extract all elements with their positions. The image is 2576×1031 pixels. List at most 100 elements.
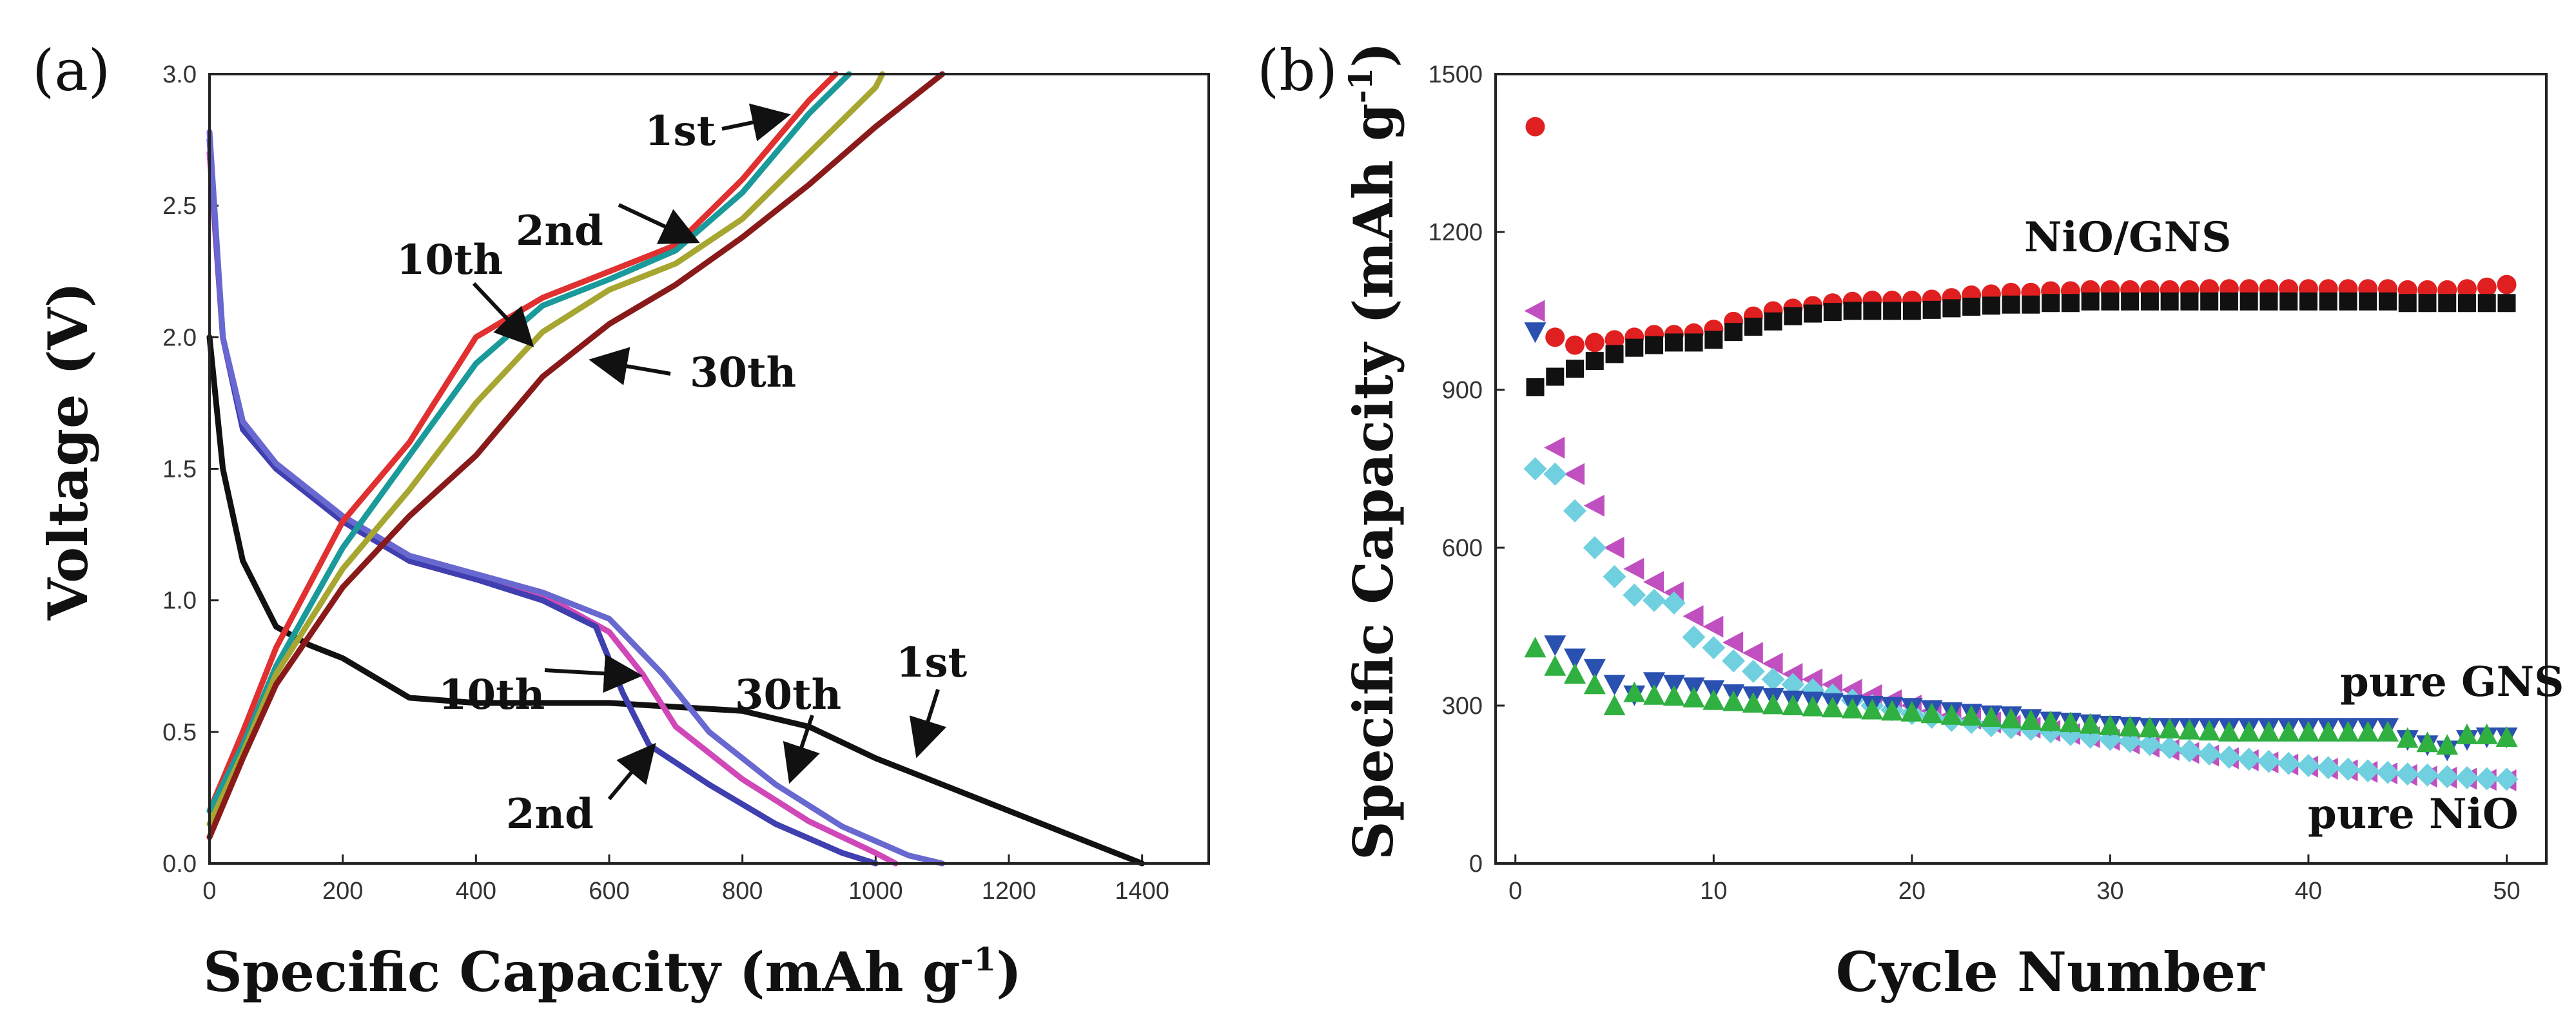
ann-a-charge-10th-arrow [472,282,534,347]
panel-b-point-triangle-up [2357,720,2379,742]
panel-a-xtick-label: 1000 [848,878,903,905]
panel-a-xtick-label: 200 [322,878,363,905]
panel-b-point-square [1585,352,1604,371]
panel-b-point-diamond [2138,733,2161,756]
ann-a-discharge-10th-arrow [544,654,643,693]
ann-a-charge-30th-arrow [589,347,671,385]
panel-a: (a) Voltage (V) Specific Capacity (mAh g… [32,37,1210,1004]
panel-b-point-square [2061,294,2080,313]
panel-a-plot-frame [208,73,1210,865]
panel-b-point-triangle-up [2158,717,2181,738]
panel-b-point-square [1724,323,1743,342]
panel-b-point-circle [2497,275,2517,294]
panel-b-ytick-label: 900 [1442,377,1483,404]
panel-b-point-triangle-up [2278,720,2300,742]
panel-b-point-triangle-left [1742,642,1763,664]
panel-b-point-diamond [1523,457,1547,481]
panel-b-point-square [2319,292,2337,311]
panel-b-xtick-label: 50 [2493,878,2520,905]
ann-a-charge-30th: 30th [690,349,796,397]
panel-b-point-triangle-up [1544,655,1566,676]
panel-b-point-triangle-up [1841,697,1864,718]
panel-b-point-diamond [2257,749,2281,773]
panel-b-point-square [2477,294,2496,313]
panel-b-point-triangle-up [1683,686,1705,708]
panel-b-point-diamond [1623,583,1646,607]
panel-b-point-square [1704,331,1723,349]
panel-b-point-triangle-left [1722,631,1744,653]
panel-b-point-square [1664,333,1683,352]
panel-b-point-square [2497,294,2516,313]
ann-b-pure-gns: pure GNS [2340,658,2564,706]
panel-b-point-triangle-up [2238,720,2260,742]
panel-b-point-square [2339,292,2357,311]
panel-b-point-diamond [1603,564,1626,588]
panel-a-ytick-label: 1.0 [162,588,197,615]
panel-b-point-diamond [2356,759,2380,783]
panel-b-point-diamond [2455,766,2479,789]
panel-b-point-square [1764,312,1782,331]
panel-b-point-triangle-up [1742,691,1764,713]
panel-b-point-square [2418,294,2437,313]
panel-b-point-circle [1525,117,1545,137]
panel-b: (b) Specific Capacity (mAh g-1) Cycle Nu… [1257,37,2564,1004]
panel-b-point-diamond [2178,739,2201,763]
panel-a-ytick-label: 0.0 [162,851,197,878]
panel-a-ytick-label: 1.5 [162,456,197,483]
panel-b-point-diamond [2395,762,2419,786]
panel-a-xlabel-main: Specific Capacity (mAh g [203,940,961,1004]
panel-b-point-square [2438,294,2457,313]
panel-b-point-triangle-down [1603,675,1626,696]
panel-b-point-square [1843,302,1862,320]
panel-b-point-triangle-up [1900,700,1923,722]
panel-b-point-triangle-up [1920,702,1943,724]
panel-b-point-triangle-up [2119,715,2142,737]
panel-b-xtick-label: 40 [2295,878,2322,905]
panel-b-point-triangle-down [1643,672,1665,693]
panel-b-point-triangle-up [2456,723,2478,744]
panel-b-point-square [2081,292,2100,311]
panel-b-point-square [1883,302,1902,320]
ann-a-discharge-30th: 30th [735,671,841,719]
panel-b-plot-frame [1494,73,2548,865]
panel-b-point-triangle-up [1643,684,1665,705]
panel-b-point-triangle-up [2178,718,2201,740]
panel-b-point-square [2042,294,2060,313]
ann-a-discharge-2nd-arrow [607,742,656,800]
ann-a-discharge-2nd: 2nd [506,790,594,838]
panel-b-point-triangle-up [2317,720,2339,742]
ann-a-charge-10th: 10th [396,236,503,284]
panel-b-point-square [1526,378,1545,396]
panel-b-point-triangle-up [1821,697,1844,718]
panel-a-xtick-label: 400 [456,878,496,905]
panel-a-ytick-label: 0.5 [162,719,197,746]
panel-b-point-square [2121,292,2140,311]
panel-a-ytick-label: 2.5 [162,193,197,220]
panel-b-point-diamond [1741,659,1765,683]
panel-b-point-triangle-left [1583,494,1605,517]
panel-b-point-circle [1605,330,1625,350]
panel-b-point-triangle-up [1940,704,1963,725]
ann-b-pure-nio: pure NiO [2308,790,2519,838]
panel-b-point-triangle-left [1603,537,1625,559]
panel-b-point-triangle-up [2020,709,2042,730]
panel-a-series-line-2 [206,137,879,867]
panel-b-point-square [1863,302,1882,320]
panel-b-point-triangle-up [2258,720,2280,742]
ann-a-charge-2nd-arrow [618,203,700,244]
panel-b-point-triangle-left [1762,652,1783,675]
panel-b-annotations: NiO/GNS pure GNS pure NiO [2024,213,2564,838]
panel-b-ytick-label: 1200 [1428,219,1483,246]
ann-a-discharge-1st: 1st [896,639,968,687]
panel-b-point-triangle-left [1683,605,1704,628]
panel-a-xtick-label: 800 [722,878,763,905]
panel-b-point-square [2239,292,2258,311]
panel-b-series [1523,117,2519,791]
panel-a-xtick-label: 0 [202,878,216,905]
panel-b-point-triangle-up [2000,708,2022,729]
panel-b-point-diamond [2277,751,2301,775]
panel-b-point-diamond [1563,499,1586,523]
panel-b-point-diamond [1702,636,1726,660]
panel-a-series-line-3 [206,129,946,867]
